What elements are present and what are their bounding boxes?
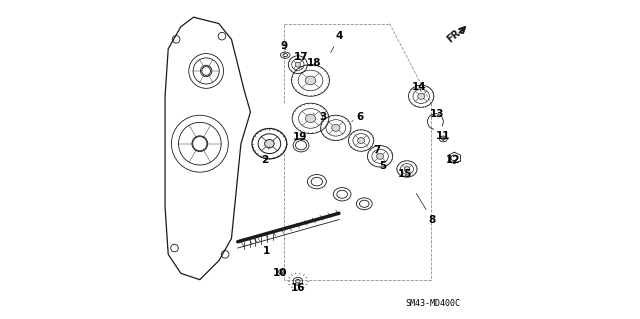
Text: 17: 17 bbox=[294, 52, 308, 62]
Text: 12: 12 bbox=[446, 154, 461, 165]
Text: SM43-MD400C: SM43-MD400C bbox=[406, 299, 461, 308]
Text: 3: 3 bbox=[313, 112, 327, 122]
Ellipse shape bbox=[358, 137, 365, 144]
Text: 7: 7 bbox=[367, 145, 381, 155]
Text: 15: 15 bbox=[398, 166, 413, 179]
Text: 10: 10 bbox=[273, 268, 288, 278]
Ellipse shape bbox=[404, 167, 410, 171]
Text: 6: 6 bbox=[351, 112, 363, 122]
Text: 11: 11 bbox=[435, 131, 450, 141]
Ellipse shape bbox=[295, 62, 300, 67]
Text: 8: 8 bbox=[416, 194, 436, 225]
Text: 9: 9 bbox=[280, 41, 287, 51]
Text: 5: 5 bbox=[380, 161, 387, 171]
Ellipse shape bbox=[376, 153, 383, 159]
Ellipse shape bbox=[264, 139, 274, 148]
Ellipse shape bbox=[305, 76, 316, 85]
Ellipse shape bbox=[418, 93, 425, 99]
Text: 13: 13 bbox=[429, 109, 444, 119]
Text: 16: 16 bbox=[291, 283, 305, 293]
Text: 18: 18 bbox=[307, 58, 321, 71]
Text: 1: 1 bbox=[254, 239, 270, 256]
Ellipse shape bbox=[332, 124, 340, 131]
Text: 2: 2 bbox=[261, 147, 269, 165]
Text: 19: 19 bbox=[293, 132, 308, 142]
Text: FR.: FR. bbox=[445, 25, 465, 44]
Text: 14: 14 bbox=[412, 82, 427, 92]
Ellipse shape bbox=[305, 114, 316, 122]
Text: 4: 4 bbox=[331, 31, 342, 53]
